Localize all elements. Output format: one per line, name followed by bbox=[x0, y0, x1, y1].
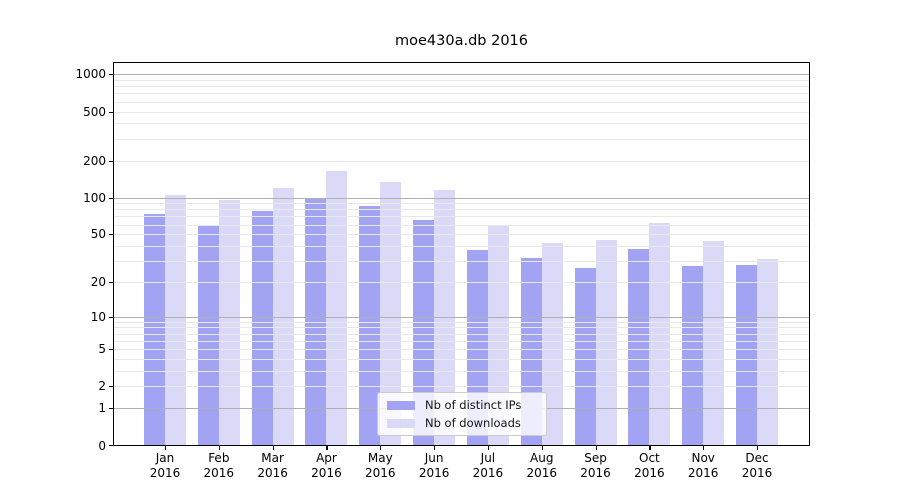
bar-distinct-ips-oct bbox=[628, 248, 650, 446]
bar-distinct-ips-mar bbox=[251, 210, 273, 446]
plot-border bbox=[113, 62, 810, 446]
x-tick-mark bbox=[541, 446, 543, 450]
x-tick-mark bbox=[703, 446, 705, 450]
y-tick-label: 1000 bbox=[75, 67, 106, 82]
legend-label-distinct-ips: Nb of distinct IPs bbox=[425, 398, 522, 412]
minor-gridline bbox=[113, 93, 810, 94]
minor-gridline bbox=[113, 112, 810, 113]
bar-downloads-dec bbox=[757, 259, 779, 446]
minor-gridline bbox=[113, 203, 810, 204]
legend-label-downloads: Nb of downloads bbox=[425, 416, 521, 430]
minor-gridline bbox=[113, 161, 810, 162]
x-tick-mark bbox=[326, 446, 328, 450]
minor-gridline bbox=[113, 349, 810, 350]
x-tick-label-mar: Mar 2016 bbox=[257, 451, 288, 480]
x-tick-label-dec: Dec 2016 bbox=[741, 451, 773, 480]
bar-downloads-may bbox=[380, 181, 402, 446]
minor-gridline bbox=[113, 86, 810, 87]
legend: Nb of distinct IPs Nb of downloads bbox=[377, 392, 547, 436]
minor-gridline bbox=[113, 216, 810, 217]
gridlines-layer bbox=[113, 62, 810, 446]
bar-downloads-sep bbox=[595, 239, 617, 446]
minor-gridline bbox=[113, 123, 810, 124]
bar-downloads-jul bbox=[487, 226, 509, 446]
minor-gridline bbox=[113, 359, 810, 360]
minor-gridline bbox=[113, 80, 810, 81]
x-tick-mark bbox=[434, 446, 436, 450]
x-tick-mark bbox=[165, 446, 167, 450]
y-tick-label: 2 bbox=[98, 379, 106, 394]
x-tick-label-may: May 2016 bbox=[364, 451, 396, 480]
minor-gridline bbox=[113, 246, 810, 247]
x-tick-mark bbox=[757, 446, 759, 450]
legend-swatch-downloads bbox=[387, 418, 415, 428]
y-tick-label: 200 bbox=[83, 153, 106, 168]
x-tick-label-nov: Nov 2016 bbox=[687, 451, 719, 480]
minor-gridline bbox=[113, 225, 810, 226]
minor-gridline bbox=[113, 371, 810, 372]
y-tick-label: 20 bbox=[90, 274, 106, 289]
x-tick-mark bbox=[649, 446, 651, 450]
bar-distinct-ips-dec bbox=[736, 264, 758, 446]
x-tick-mark bbox=[218, 446, 220, 450]
chart-title: moe430a.db 2016 bbox=[394, 33, 528, 49]
bar-distinct-ips-nov bbox=[682, 266, 704, 446]
x-tick-label-sep: Sep 2016 bbox=[580, 451, 611, 480]
bar-downloads-mar bbox=[272, 187, 294, 446]
minor-gridline bbox=[113, 261, 810, 262]
minor-gridline bbox=[113, 234, 810, 235]
x-tick-mark bbox=[487, 446, 490, 450]
minor-gridline bbox=[113, 139, 810, 140]
bar-distinct-ips-jun bbox=[413, 220, 435, 446]
major-gridline bbox=[113, 198, 810, 199]
bar-distinct-ips-jan bbox=[144, 213, 165, 446]
bar-downloads-jan bbox=[165, 195, 186, 446]
x-tick-label-jan: Jan 2016 bbox=[149, 451, 181, 480]
bar-distinct-ips-sep bbox=[574, 268, 596, 446]
minor-gridline bbox=[113, 282, 810, 283]
minor-gridline bbox=[113, 341, 810, 342]
major-gridline bbox=[113, 74, 810, 75]
y-tick-label: 5 bbox=[98, 342, 106, 357]
y-tick-label: 1 bbox=[98, 401, 106, 416]
legend-swatch-distinct-ips bbox=[387, 400, 415, 410]
bar-downloads-nov bbox=[703, 240, 725, 446]
legend-row-downloads: Nb of downloads bbox=[387, 416, 537, 430]
plot-area bbox=[113, 62, 810, 446]
x-tick-label-feb: Feb 2016 bbox=[203, 451, 235, 480]
x-tick-mark bbox=[595, 446, 597, 450]
x-tick-mark bbox=[272, 446, 274, 450]
x-tick-label-jun: Jun 2016 bbox=[418, 451, 450, 480]
y-tick-label: 500 bbox=[83, 104, 106, 119]
y-tick-label: 0 bbox=[98, 438, 106, 453]
x-tick-mark bbox=[380, 446, 382, 450]
y-tick-label: 50 bbox=[90, 227, 106, 242]
x-tick-label-jul: Jul 2016 bbox=[472, 451, 504, 480]
x-tick-label-apr: Apr 2016 bbox=[311, 451, 342, 480]
x-tick-label-aug: Aug 2016 bbox=[526, 451, 557, 480]
minor-gridline bbox=[113, 327, 810, 328]
y-tick-label: 10 bbox=[90, 309, 106, 324]
minor-gridline bbox=[113, 386, 810, 387]
major-gridline bbox=[113, 317, 810, 318]
bar-distinct-ips-feb bbox=[197, 226, 219, 446]
minor-gridline bbox=[113, 102, 810, 103]
legend-row-distinct-ips: Nb of distinct IPs bbox=[387, 398, 537, 412]
minor-gridline bbox=[113, 209, 810, 210]
minor-gridline bbox=[113, 334, 810, 335]
bar-downloads-apr bbox=[326, 170, 348, 446]
x-tick-label-oct: Oct 2016 bbox=[634, 451, 665, 480]
minor-gridline bbox=[113, 322, 810, 323]
y-tick-label: 100 bbox=[83, 190, 106, 205]
